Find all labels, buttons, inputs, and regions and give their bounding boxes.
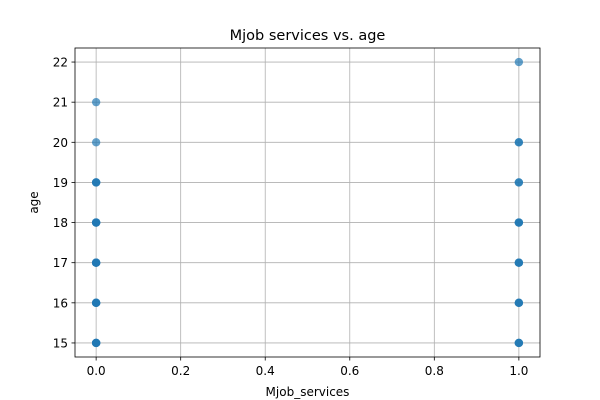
y-tick-label: 20 [53, 136, 68, 150]
y-axis-ticks: 15 16 17 18 19 20 21 22 [53, 56, 75, 350]
data-point [91, 178, 101, 187]
points-layer [91, 57, 524, 348]
data-point [91, 97, 101, 107]
y-tick-label: 18 [53, 216, 68, 230]
x-tick-label: 0.4 [256, 364, 275, 378]
x-tick-label: 0.8 [425, 364, 444, 378]
x-tick-label: 0.2 [171, 364, 190, 378]
x-axis-label: Mjob_services [266, 385, 350, 399]
y-tick-label: 19 [53, 176, 68, 190]
x-axis-ticks: 0.0 0.2 0.4 0.6 0.8 1.0 [87, 357, 528, 378]
data-point [514, 57, 524, 67]
chart-title: Mjob services vs. age [230, 28, 386, 44]
data-point [91, 298, 101, 308]
y-tick-label: 16 [53, 296, 68, 310]
plot-area-frame [74, 47, 541, 358]
data-point [91, 218, 101, 227]
data-point [91, 338, 101, 348]
y-axis-label: age [27, 191, 41, 213]
x-tick-label: 0.6 [340, 364, 359, 378]
y-tick-label: 21 [53, 96, 68, 110]
data-point [91, 258, 101, 267]
data-point [514, 338, 524, 348]
y-tick-label: 15 [53, 336, 68, 350]
y-tick-label: 22 [53, 56, 68, 70]
x-tick-label: 1.0 [509, 364, 528, 378]
data-point [91, 138, 101, 147]
y-tick-label: 17 [53, 256, 68, 270]
data-point [514, 298, 524, 308]
data-point [514, 138, 524, 147]
x-tick-label: 0.0 [87, 364, 106, 378]
data-point [514, 258, 524, 267]
data-point [514, 178, 524, 187]
data-point [514, 218, 524, 227]
grid-layer [75, 48, 540, 357]
